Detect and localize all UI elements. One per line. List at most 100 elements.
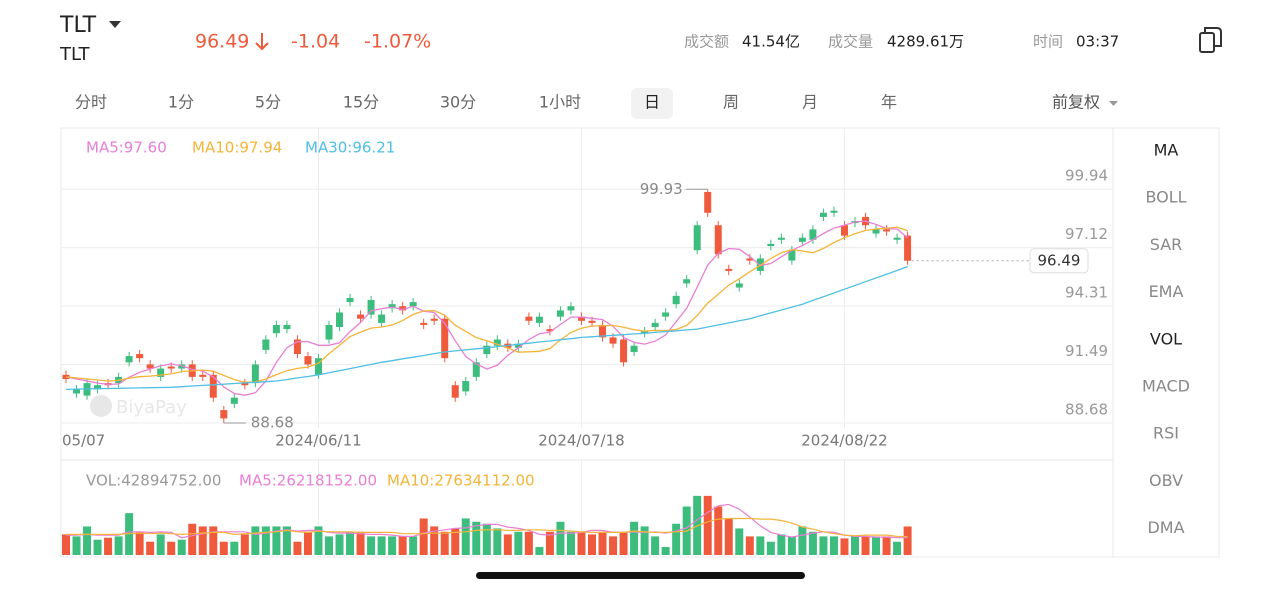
indicator-tab[interactable]: DMA — [1147, 518, 1184, 537]
tab[interactable]: 5分 — [255, 93, 281, 112]
legend-item: MA30:96.21 — [305, 139, 395, 157]
candle-body — [693, 225, 701, 251]
indicator-tab[interactable]: MACD — [1142, 377, 1190, 396]
volume-bar — [503, 534, 512, 555]
volume-bar — [566, 531, 575, 555]
candle-body — [167, 366, 175, 369]
volume-bar — [777, 534, 786, 555]
symbol-name: TLT — [59, 44, 91, 65]
last-price-box — [1029, 248, 1089, 274]
candle-body — [125, 356, 133, 363]
volume-bar — [545, 531, 554, 555]
x-tick-label: 05/07 — [62, 432, 105, 450]
volume-bar — [219, 541, 228, 555]
candle-body — [336, 312, 344, 328]
volume-bar — [819, 536, 828, 555]
ma-line — [65, 226, 908, 383]
tab[interactable]: 1分 — [168, 93, 194, 112]
adjust-dropdown[interactable] — [1109, 101, 1118, 106]
tab[interactable]: 周 — [723, 93, 739, 112]
candle-body — [620, 339, 628, 363]
stat-label: 成交额 — [684, 33, 729, 51]
indicator-tab[interactable]: MA — [1154, 141, 1179, 160]
candle-body — [73, 389, 81, 394]
volume-bar — [808, 531, 817, 555]
candle-body — [714, 225, 722, 255]
volume-bar — [482, 523, 491, 555]
indicator-tab[interactable]: VOL — [1150, 329, 1182, 348]
candle-body — [798, 237, 806, 242]
volume-legend-item: VOL:42894752.00 — [86, 472, 221, 490]
indicator-tab[interactable]: BOLL — [1145, 188, 1186, 207]
candle-body — [651, 322, 659, 328]
volume-bar — [83, 526, 92, 555]
volume-bar — [461, 518, 470, 555]
candle-body — [546, 329, 554, 332]
indicator-tab[interactable]: SAR — [1150, 235, 1183, 254]
change: -1.04 — [291, 31, 340, 53]
adjust[interactable]: 前复权 — [1052, 93, 1100, 112]
symbol-dropdown[interactable] — [109, 21, 121, 28]
volume-bar — [114, 536, 123, 555]
home-indicator — [476, 572, 805, 579]
volume-bar — [430, 526, 439, 555]
candle-body — [840, 225, 848, 236]
high-label: 99.93 — [640, 180, 683, 198]
tab[interactable]: 1小时 — [539, 93, 581, 112]
down-arrow — [255, 33, 269, 51]
volume-bar — [135, 531, 144, 555]
candle-body — [272, 324, 280, 334]
volume-bar — [314, 526, 323, 555]
volume-bar — [630, 521, 639, 555]
candle-body — [230, 397, 238, 404]
volume-bar — [861, 536, 870, 555]
indicator-tab[interactable]: RSI — [1153, 424, 1179, 443]
volume-bar — [493, 528, 502, 555]
volume-bar — [209, 526, 218, 555]
indicator-tab[interactable]: OBV — [1149, 471, 1183, 490]
volume-bar — [272, 526, 281, 555]
tab[interactable]: 15分 — [343, 93, 379, 112]
volume-ma-line — [66, 517, 908, 538]
tab[interactable]: 月 — [802, 93, 818, 112]
candle-body — [399, 306, 407, 311]
tab[interactable]: 年 — [881, 93, 897, 112]
watermark: BiyaPay — [90, 395, 187, 418]
candle-body — [430, 318, 438, 321]
volume-bar — [388, 536, 397, 555]
stat-value: 4289.61万 — [887, 33, 964, 51]
volume-bar — [335, 534, 344, 555]
y-tick-label: 94.31 — [1065, 284, 1108, 302]
x-tick-label: 2024/07/18 — [538, 432, 624, 450]
volume-bar — [756, 536, 765, 555]
tab[interactable]: 30分 — [440, 93, 476, 112]
candle-body — [609, 337, 617, 344]
symbol[interactable]: TLT — [59, 13, 97, 38]
candle-body — [556, 310, 564, 317]
indicator-tab[interactable]: EMA — [1149, 282, 1184, 301]
candle-body — [777, 237, 785, 240]
volume-bar — [93, 539, 102, 555]
price: 96.49 — [195, 31, 249, 53]
tab[interactable]: 分时 — [75, 93, 107, 112]
candle-body — [725, 268, 733, 271]
tab[interactable]: 日 — [644, 93, 660, 112]
candle-body — [325, 324, 333, 340]
volume-bar — [703, 495, 712, 555]
candle-body — [662, 312, 670, 317]
candle-body — [209, 374, 217, 398]
last-price-label: 96.49 — [1038, 251, 1081, 269]
candle-body — [262, 339, 270, 350]
x-tick-label: 2024/08/22 — [801, 432, 887, 450]
volume-bar — [367, 536, 376, 555]
candle-body — [704, 191, 712, 213]
candle-body — [388, 304, 396, 309]
candle-body — [293, 339, 301, 355]
rotate-icon[interactable] — [1199, 27, 1222, 53]
ma-line — [65, 265, 908, 391]
candle-body — [346, 297, 354, 303]
candle-body — [904, 235, 912, 261]
candle-body — [535, 316, 543, 323]
candle-body — [683, 279, 691, 284]
candle-body — [178, 364, 186, 369]
